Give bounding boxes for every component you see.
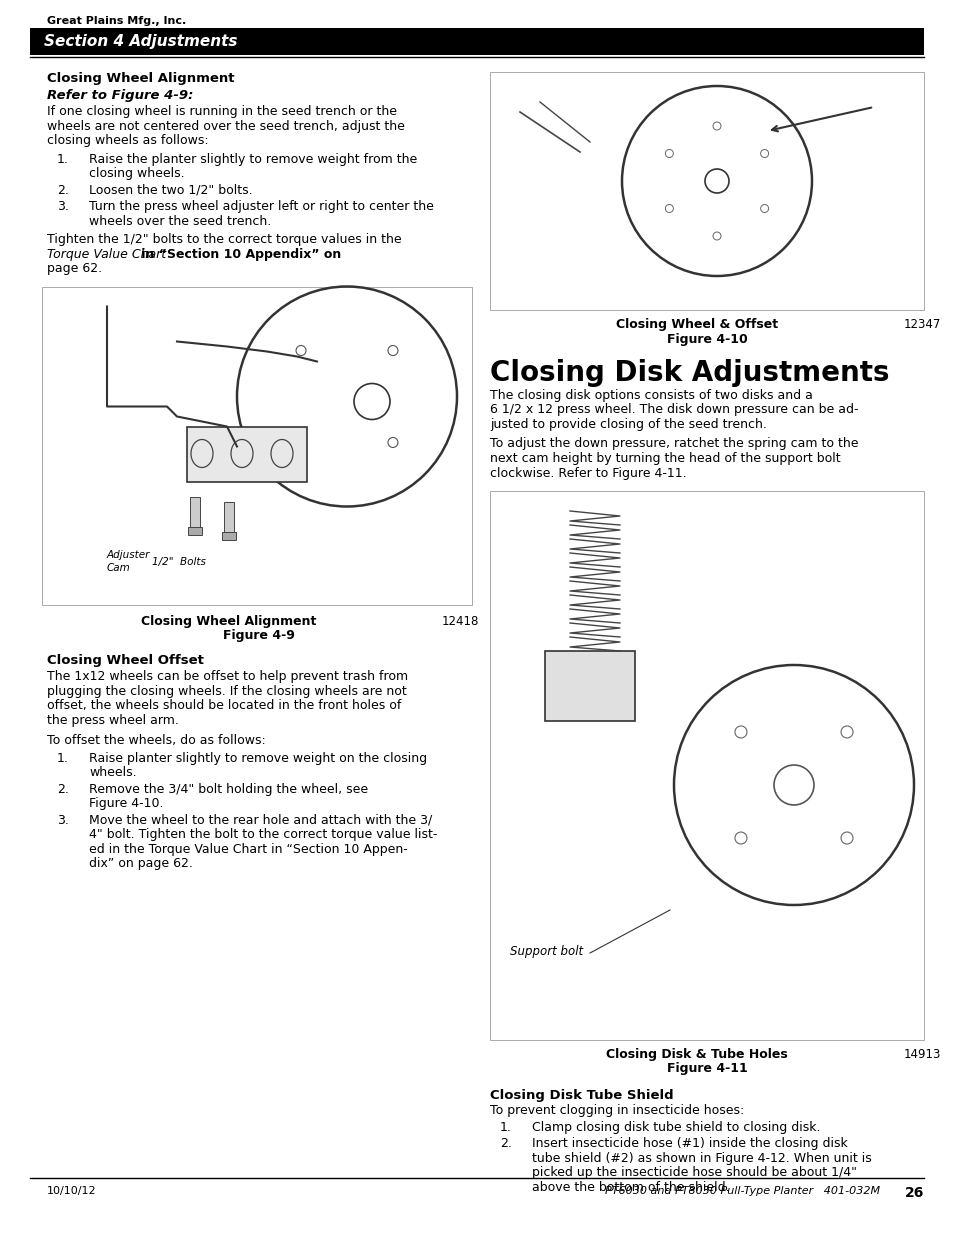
- Text: 4" bolt. Tighten the bolt to the correct torque value list-: 4" bolt. Tighten the bolt to the correct…: [89, 829, 436, 841]
- Text: wheels are not centered over the seed trench, adjust the: wheels are not centered over the seed tr…: [47, 120, 404, 132]
- Bar: [544, 651, 635, 721]
- Text: 26: 26: [903, 1186, 923, 1200]
- Text: 12347: 12347: [903, 317, 941, 331]
- Text: Raise planter slightly to remove weight on the closing: Raise planter slightly to remove weight …: [89, 752, 427, 764]
- Text: Great Plains Mfg., Inc.: Great Plains Mfg., Inc.: [47, 16, 186, 26]
- Text: clockwise. Refer to Figure 4-11.: clockwise. Refer to Figure 4-11.: [490, 467, 686, 479]
- Text: dix” on page 62.: dix” on page 62.: [89, 857, 193, 871]
- Text: Raise the planter slightly to remove weight from the: Raise the planter slightly to remove wei…: [89, 152, 416, 165]
- Text: 2.: 2.: [57, 184, 69, 196]
- Text: 1.: 1.: [499, 1121, 512, 1134]
- Text: Insert insecticide hose (#1) inside the closing disk: Insert insecticide hose (#1) inside the …: [532, 1137, 847, 1151]
- Text: If one closing wheel is running in the seed trench or the: If one closing wheel is running in the s…: [47, 105, 396, 119]
- Text: Closing Disk Adjustments: Closing Disk Adjustments: [490, 359, 888, 387]
- Text: Loosen the two 1/2" bolts.: Loosen the two 1/2" bolts.: [89, 184, 253, 196]
- Text: next cam height by turning the head of the support bolt: next cam height by turning the head of t…: [490, 452, 840, 466]
- Text: in “Section 10 Appendix” on: in “Section 10 Appendix” on: [137, 247, 341, 261]
- Text: The 1x12 wheels can be offset to help prevent trash from: The 1x12 wheels can be offset to help pr…: [47, 671, 408, 683]
- Text: Figure 4-10.: Figure 4-10.: [89, 798, 163, 810]
- Text: Figure 4-9: Figure 4-9: [223, 630, 294, 642]
- Text: Closing Wheel Offset: Closing Wheel Offset: [47, 655, 204, 667]
- Text: 1.: 1.: [57, 752, 69, 764]
- Bar: [224, 501, 233, 531]
- Bar: [30, 28, 923, 56]
- Text: 1.: 1.: [57, 152, 69, 165]
- Text: Adjuster: Adjuster: [107, 550, 151, 559]
- Text: Move the wheel to the rear hole and attach with the 3/: Move the wheel to the rear hole and atta…: [89, 814, 432, 826]
- Bar: [490, 72, 923, 310]
- Bar: [222, 531, 235, 540]
- Text: Closing Disk & Tube Holes: Closing Disk & Tube Holes: [605, 1049, 787, 1061]
- Text: Clamp closing disk tube shield to closing disk.: Clamp closing disk tube shield to closin…: [532, 1121, 820, 1134]
- Text: above the bottom of the shield.: above the bottom of the shield.: [532, 1181, 729, 1194]
- Text: To offset the wheels, do as follows:: To offset the wheels, do as follows:: [47, 735, 266, 747]
- Text: 6 1/2 x 12 press wheel. The disk down pressure can be ad-: 6 1/2 x 12 press wheel. The disk down pr…: [490, 404, 858, 416]
- Text: ed in the Torque Value Chart in “Section 10 Appen-: ed in the Torque Value Chart in “Section…: [89, 842, 407, 856]
- Bar: [188, 526, 202, 535]
- Text: closing wheels as follows:: closing wheels as follows:: [47, 135, 209, 147]
- Bar: [190, 496, 200, 526]
- Text: Turn the press wheel adjuster left or right to center the: Turn the press wheel adjuster left or ri…: [89, 200, 434, 212]
- Text: To adjust the down pressure, ratchet the spring cam to the: To adjust the down pressure, ratchet the…: [490, 437, 858, 451]
- Text: 3.: 3.: [57, 200, 69, 212]
- Bar: [490, 492, 923, 1040]
- Text: page 62.: page 62.: [47, 262, 102, 275]
- Text: picked up the insecticide hose should be about 1/4": picked up the insecticide hose should be…: [532, 1167, 856, 1179]
- Text: PT6030 and PT8030 Pull-Type Planter   401-032M: PT6030 and PT8030 Pull-Type Planter 401-…: [604, 1186, 879, 1195]
- Text: Support bolt: Support bolt: [510, 945, 582, 958]
- Text: 1/2"  Bolts: 1/2" Bolts: [152, 557, 206, 567]
- Text: 10/10/12: 10/10/12: [47, 1186, 96, 1195]
- Text: Figure 4-10: Figure 4-10: [666, 332, 746, 346]
- Bar: [42, 287, 472, 605]
- Text: the press wheel arm.: the press wheel arm.: [47, 714, 179, 727]
- Text: offset, the wheels should be located in the front holes of: offset, the wheels should be located in …: [47, 699, 401, 713]
- Text: 2.: 2.: [57, 783, 69, 795]
- Text: plugging the closing wheels. If the closing wheels are not: plugging the closing wheels. If the clos…: [47, 685, 406, 698]
- Text: wheels over the seed trench.: wheels over the seed trench.: [89, 215, 271, 227]
- Text: tube shield (#2) as shown in Figure 4-12. When unit is: tube shield (#2) as shown in Figure 4-12…: [532, 1152, 871, 1165]
- Text: Tighten the 1/2" bolts to the correct torque values in the: Tighten the 1/2" bolts to the correct to…: [47, 233, 401, 246]
- Text: Closing Wheel Alignment: Closing Wheel Alignment: [47, 72, 234, 85]
- Text: Section 4 Adjustments: Section 4 Adjustments: [44, 33, 237, 48]
- Text: 12418: 12418: [441, 615, 478, 629]
- Text: Closing Wheel & Offset: Closing Wheel & Offset: [616, 317, 778, 331]
- Text: Closing Wheel Alignment: Closing Wheel Alignment: [141, 615, 316, 629]
- Text: 2.: 2.: [499, 1137, 512, 1151]
- Text: Closing Disk Tube Shield: Closing Disk Tube Shield: [490, 1089, 673, 1102]
- Text: Torque Value Chart: Torque Value Chart: [47, 247, 166, 261]
- Text: Figure 4-11: Figure 4-11: [666, 1062, 746, 1076]
- Text: Remove the 3/4" bolt holding the wheel, see: Remove the 3/4" bolt holding the wheel, …: [89, 783, 368, 795]
- Text: Cam: Cam: [107, 563, 131, 573]
- Bar: [187, 426, 307, 482]
- Text: wheels.: wheels.: [89, 766, 136, 779]
- Text: Refer to Figure 4-9:: Refer to Figure 4-9:: [47, 89, 193, 101]
- Text: The closing disk options consists of two disks and a: The closing disk options consists of two…: [490, 389, 812, 403]
- Text: To prevent clogging in insecticide hoses:: To prevent clogging in insecticide hoses…: [490, 1104, 743, 1118]
- Text: closing wheels.: closing wheels.: [89, 167, 185, 180]
- Text: 14913: 14913: [903, 1049, 941, 1061]
- Text: 3.: 3.: [57, 814, 69, 826]
- Text: justed to provide closing of the seed trench.: justed to provide closing of the seed tr…: [490, 417, 766, 431]
